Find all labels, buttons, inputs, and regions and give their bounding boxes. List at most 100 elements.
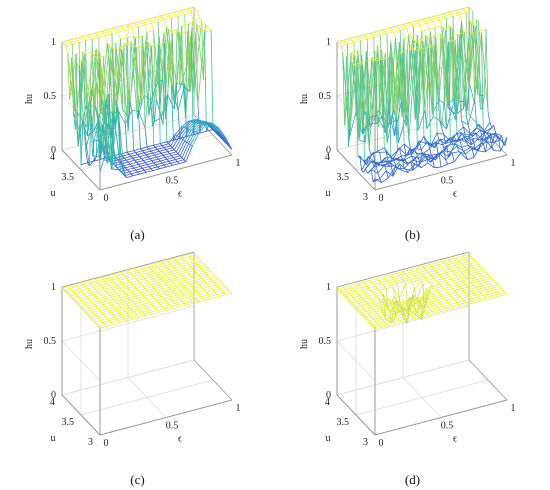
mesh-line bbox=[439, 19, 443, 27]
mesh-line bbox=[175, 134, 178, 137]
mesh-line bbox=[421, 152, 425, 156]
mesh-line bbox=[91, 292, 94, 296]
mesh-line bbox=[369, 322, 372, 326]
mesh-line bbox=[370, 169, 374, 183]
mesh-line bbox=[144, 270, 148, 274]
mesh-line bbox=[152, 168, 160, 171]
mesh-line bbox=[187, 272, 190, 275]
mesh-line bbox=[460, 269, 468, 272]
mesh-line bbox=[447, 274, 450, 278]
y-tick-label: 3.5 bbox=[337, 417, 350, 428]
mesh-line bbox=[96, 35, 100, 38]
mesh-line bbox=[204, 272, 207, 276]
mesh-line bbox=[397, 281, 405, 284]
surface-mesh bbox=[61, 6, 233, 178]
mesh-line bbox=[350, 36, 357, 39]
mesh-line bbox=[164, 281, 172, 284]
mesh-line bbox=[177, 297, 181, 300]
mesh-line bbox=[217, 286, 220, 290]
mesh-line bbox=[129, 295, 136, 299]
mesh-line bbox=[409, 302, 417, 306]
mesh-line bbox=[128, 171, 132, 175]
mesh-line bbox=[101, 29, 109, 32]
mesh-line bbox=[404, 273, 408, 276]
mesh-line bbox=[74, 59, 83, 130]
mesh-line bbox=[193, 268, 201, 271]
mesh-line bbox=[160, 160, 163, 164]
mesh-line bbox=[435, 15, 439, 19]
mesh-line bbox=[157, 166, 160, 170]
mesh-line bbox=[148, 148, 152, 152]
mesh-line bbox=[434, 295, 437, 299]
mesh-line bbox=[444, 262, 447, 266]
mesh-line bbox=[455, 290, 463, 294]
mesh-line bbox=[397, 316, 405, 319]
mesh-line bbox=[467, 267, 474, 271]
mesh-line bbox=[194, 280, 198, 283]
mesh-line bbox=[189, 122, 197, 130]
mesh-line bbox=[395, 279, 403, 282]
mesh-line bbox=[475, 132, 483, 141]
mesh-line bbox=[140, 45, 144, 103]
y-axis-label: u bbox=[326, 433, 331, 444]
mesh-line bbox=[137, 169, 145, 173]
mesh-line bbox=[111, 277, 119, 281]
mesh-line bbox=[71, 297, 74, 301]
mesh-line bbox=[420, 299, 424, 302]
mesh-line bbox=[137, 154, 140, 157]
mesh-line bbox=[184, 275, 192, 279]
mesh-line bbox=[147, 298, 155, 301]
mesh-line bbox=[406, 48, 414, 51]
mesh-line bbox=[375, 303, 378, 307]
mesh-line bbox=[350, 283, 357, 287]
mesh-line bbox=[115, 97, 119, 107]
mesh-line bbox=[71, 295, 79, 299]
mesh-line bbox=[100, 285, 103, 288]
mesh-line bbox=[161, 306, 165, 309]
mesh-line bbox=[372, 290, 380, 293]
mesh-line bbox=[351, 287, 355, 290]
mesh-line bbox=[171, 279, 179, 282]
mesh-line bbox=[457, 275, 465, 278]
mesh-line bbox=[386, 315, 390, 319]
mesh-line bbox=[194, 285, 201, 289]
caption-c: (c) bbox=[130, 472, 145, 487]
mesh-line bbox=[464, 32, 467, 117]
mesh-line bbox=[350, 52, 354, 55]
mesh-line bbox=[388, 282, 392, 286]
mesh-line bbox=[157, 292, 160, 296]
mesh-line bbox=[160, 158, 168, 162]
mesh-line bbox=[198, 124, 206, 134]
mesh-line bbox=[153, 162, 156, 166]
mesh-line bbox=[361, 314, 364, 318]
mesh-line bbox=[380, 298, 388, 301]
mesh-line bbox=[166, 300, 174, 304]
mesh-line bbox=[423, 291, 431, 295]
mesh-line bbox=[197, 272, 205, 275]
mesh-line bbox=[183, 121, 191, 128]
mesh-line bbox=[429, 142, 437, 149]
mesh-line bbox=[199, 274, 207, 277]
mesh-line bbox=[361, 156, 369, 171]
mesh-line bbox=[167, 151, 170, 154]
mesh-line bbox=[349, 293, 352, 296]
mesh-line bbox=[413, 48, 416, 51]
mesh-line bbox=[180, 273, 184, 277]
mesh-line bbox=[93, 310, 100, 313]
mesh-line bbox=[443, 25, 451, 29]
mesh-line bbox=[390, 302, 394, 305]
mesh-line bbox=[486, 281, 490, 285]
mesh-line bbox=[81, 36, 84, 40]
mesh-line bbox=[464, 30, 472, 33]
mesh-line bbox=[474, 142, 482, 149]
mesh-line bbox=[366, 38, 370, 124]
mesh-line bbox=[385, 313, 388, 317]
mesh-line bbox=[472, 298, 479, 302]
y-tick-label: 3 bbox=[88, 192, 93, 203]
mesh-line bbox=[128, 297, 132, 301]
mesh-line bbox=[464, 8, 472, 12]
mesh-line bbox=[417, 310, 425, 314]
mesh-line bbox=[221, 288, 229, 292]
mesh-line bbox=[63, 287, 71, 291]
mesh-line bbox=[434, 293, 441, 297]
